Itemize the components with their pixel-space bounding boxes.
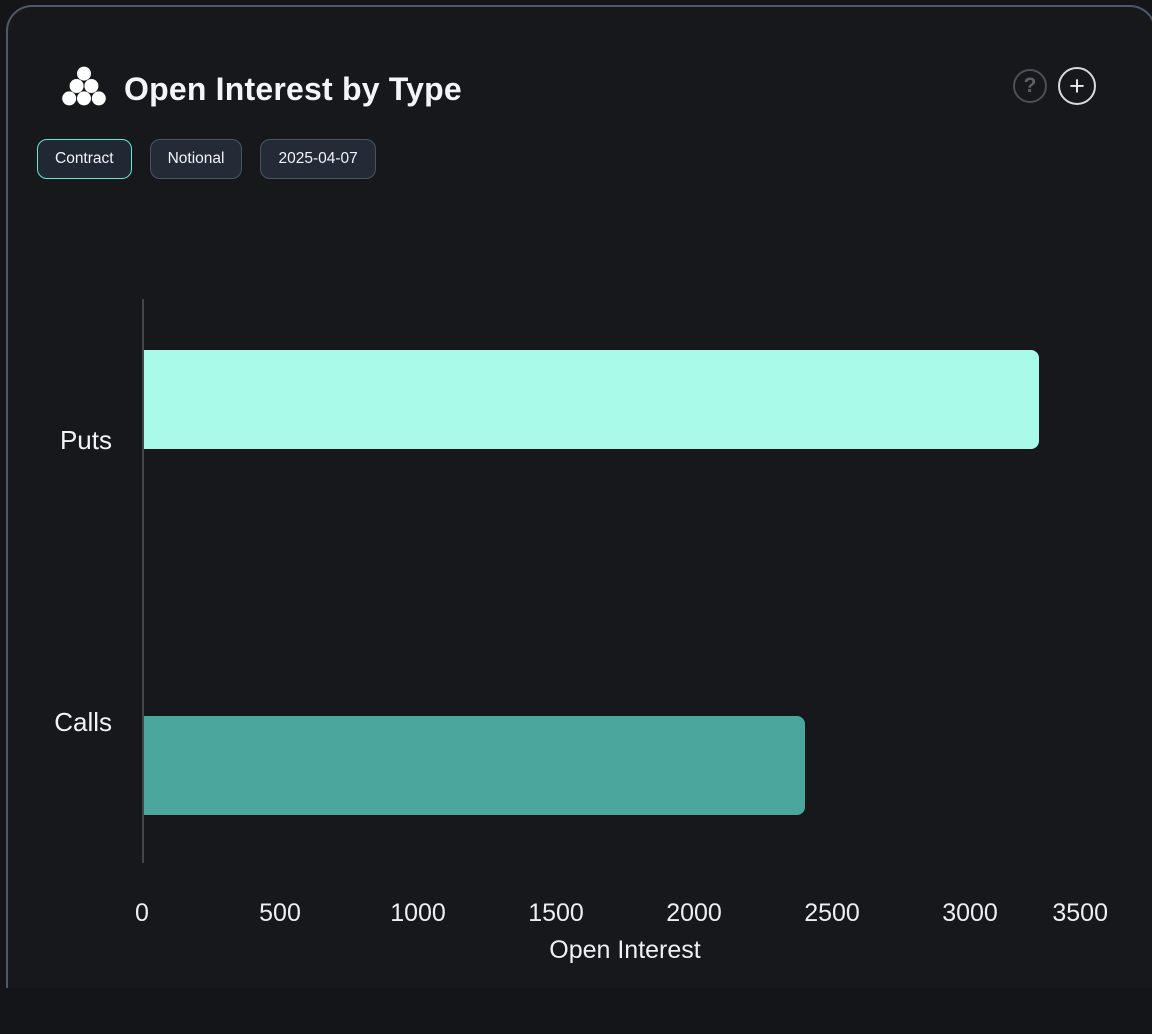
question-mark-icon: ? — [1023, 74, 1037, 97]
add-button[interactable]: + — [1058, 67, 1096, 105]
x-tick-label: 1500 — [528, 899, 584, 927]
chart-card: Open Interest by Type ? + Contract Notio… — [6, 5, 1152, 988]
toolbar: Contract Notional 2025-04-07 — [37, 139, 376, 179]
x-tick-label: 3500 — [1052, 899, 1108, 927]
x-axis-title: Open Interest — [549, 936, 701, 964]
x-tick-label: 1000 — [390, 899, 446, 927]
contract-button[interactable]: Contract — [37, 139, 132, 179]
cluster-dots-icon — [59, 64, 109, 112]
x-tick-label: 2000 — [666, 899, 722, 927]
bar-puts[interactable] — [144, 350, 1040, 449]
page-title: Open Interest by Type — [124, 71, 462, 107]
notional-button[interactable]: Notional — [149, 139, 243, 179]
date-button[interactable]: 2025-04-07 — [260, 139, 376, 179]
x-tick-label: 2500 — [804, 899, 860, 927]
category-label-puts: Puts — [59, 425, 112, 455]
help-button[interactable]: ? — [1013, 69, 1047, 103]
x-tick-label: 500 — [259, 899, 301, 927]
plus-icon: + — [1069, 70, 1085, 101]
x-tick-label: 3000 — [942, 899, 998, 927]
category-label-calls: Calls — [54, 707, 112, 737]
bar-calls[interactable] — [144, 716, 806, 815]
plot-area — [142, 299, 1108, 863]
x-tick-label: 0 — [135, 899, 149, 927]
